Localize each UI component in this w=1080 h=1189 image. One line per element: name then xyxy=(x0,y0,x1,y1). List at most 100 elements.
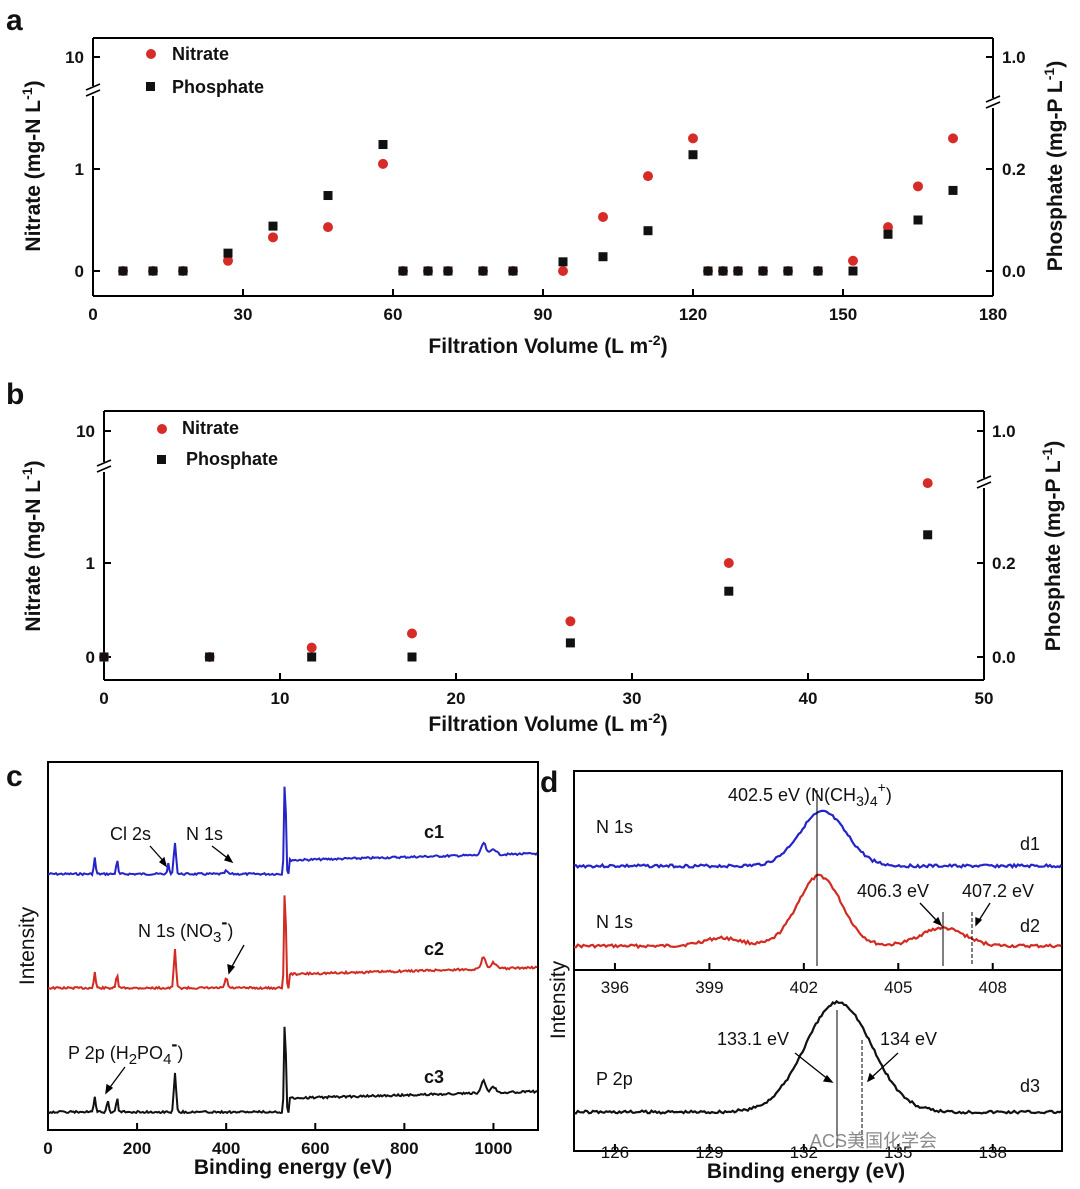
nitrate-point xyxy=(883,222,893,233)
x-tick-label: 0 xyxy=(88,305,97,324)
x-tick-label: 396 xyxy=(601,978,629,997)
legend-phosphate-label: Phosphate xyxy=(186,449,278,469)
x-tick-label: 405 xyxy=(884,978,912,997)
x-tick-label: 90 xyxy=(534,305,553,324)
x-tick-label: 0 xyxy=(99,689,108,708)
panel-c-arrows xyxy=(105,845,245,1095)
panel-a-axis-break-left xyxy=(85,83,101,97)
x-tick-label: 150 xyxy=(829,305,857,324)
phosphate-point xyxy=(913,215,923,225)
spectrum-c1-line xyxy=(47,786,538,877)
phosphate-point xyxy=(148,266,158,276)
panel-d-ylabel: Intensity xyxy=(547,960,570,1039)
phosphate-point xyxy=(478,266,488,276)
spectrum-d1-line xyxy=(573,809,1063,870)
panel-b-points xyxy=(99,478,933,662)
spectrum-d1-title: N 1s xyxy=(596,817,633,837)
spectrum-d3-label: d3 xyxy=(1020,1076,1040,1096)
panel-a-ylabel-right: Phosphate (mg-P L-1) xyxy=(1041,61,1067,271)
x-tick-label: 30 xyxy=(234,305,253,324)
nitrate-point xyxy=(306,642,317,653)
spectrum-d3-line xyxy=(573,999,1062,1115)
nitrate-point xyxy=(922,478,933,489)
panel-b-ytick-left: 0 xyxy=(86,648,95,667)
phosphate-point xyxy=(307,652,317,662)
x-tick-label: 129 xyxy=(695,1143,723,1162)
panel-d-frame xyxy=(573,770,1063,1152)
panel-c: c Intensity Binding energy (eV) 0 200 400 6… xyxy=(6,760,539,1179)
panel-c-frame xyxy=(47,761,539,1131)
annotation-p2p-phosphate: P 2p (H2PO4-) xyxy=(68,1034,183,1068)
nitrate-point xyxy=(268,232,278,243)
nitrate-point xyxy=(643,171,653,182)
phosphate-point xyxy=(733,266,743,276)
annotation-402-5: 402.5 eV (N(CH3)4+) xyxy=(728,779,892,809)
phosphate-point xyxy=(565,638,575,648)
phosphate-point xyxy=(923,530,933,540)
phosphate-point xyxy=(99,652,109,662)
panel-c-letter: c xyxy=(6,760,23,793)
phosphate-point xyxy=(508,266,518,276)
panel-d-xlabel: Binding energy (eV) xyxy=(707,1160,905,1183)
panel-a-ytick-left: 10 xyxy=(65,48,84,67)
panel-a-xlabel: Filtration Volume (L m-2) xyxy=(428,332,667,358)
panel-d: d Intensity Binding energy (eV) 396 399 40… xyxy=(540,766,1063,1183)
x-tick-label: 138 xyxy=(979,1143,1007,1162)
panel-a-ytick-right: 0.0 xyxy=(1002,262,1026,281)
x-tick-label: 400 xyxy=(212,1139,240,1158)
phosphate-point xyxy=(443,266,453,276)
x-tick-label: 50 xyxy=(975,689,994,708)
annotation-cl2s: Cl 2s xyxy=(110,824,151,844)
panel-b-x-ticks: 0 10 20 30 40 50 xyxy=(99,673,993,708)
panel-b-ylabel-left: Nitrate (mg-N L-1) xyxy=(19,460,45,631)
phosphate-point xyxy=(813,266,823,276)
phosphate-point xyxy=(223,248,233,258)
phosphate-point xyxy=(883,229,893,239)
x-tick-label: 180 xyxy=(979,305,1007,324)
x-tick-label: 399 xyxy=(695,978,723,997)
panel-b: b 0 1 10 0.0 0.2 1.0 Nitrate (mg-N L-1) … xyxy=(6,378,1065,736)
spectrum-c2-line xyxy=(47,895,538,991)
spectrum-d2-line xyxy=(573,873,1062,950)
x-tick-label: 40 xyxy=(799,689,818,708)
phosphate-point xyxy=(407,652,417,662)
phosphate-point xyxy=(423,266,433,276)
panel-b-ylabel-right: Phosphate (mg-P L-1) xyxy=(1039,441,1065,651)
phosphate-point xyxy=(848,266,858,276)
x-tick-label: 408 xyxy=(979,978,1007,997)
nitrate-point xyxy=(407,628,417,639)
annotation-n1s: N 1s xyxy=(186,824,223,844)
spectrum-c1-label: c1 xyxy=(424,822,444,842)
legend-phosphate-marker xyxy=(146,82,155,91)
legend-nitrate-marker xyxy=(146,49,156,59)
panel-a-ytick-left: 1 xyxy=(75,160,84,179)
panel-b-letter: b xyxy=(6,378,24,411)
spectrum-c3-line xyxy=(47,1026,538,1115)
spectrum-c3-label: c3 xyxy=(424,1067,444,1087)
x-tick-label: 800 xyxy=(390,1139,418,1158)
x-tick-label: 0 xyxy=(43,1139,52,1158)
panel-a-ytick-right: 1.0 xyxy=(1002,48,1026,67)
phosphate-point xyxy=(205,652,215,662)
phosphate-point xyxy=(598,252,608,262)
x-tick-label: 120 xyxy=(679,305,707,324)
phosphate-point xyxy=(268,221,278,231)
panel-c-ylabel: Intensity xyxy=(16,906,39,985)
nitrate-point xyxy=(688,133,698,144)
phosphate-point xyxy=(703,266,713,276)
spectrum-c2-label: c2 xyxy=(424,939,444,959)
panel-b-ytick-right: 1.0 xyxy=(992,422,1016,441)
panel-b-ytick-right: 0.2 xyxy=(992,554,1016,573)
panel-a-letter: a xyxy=(6,4,23,37)
nitrate-point xyxy=(723,558,734,568)
nitrate-point xyxy=(378,158,388,169)
panel-a-x-ticks: 0 30 60 90 120 150 180 xyxy=(88,289,1007,324)
phosphate-point xyxy=(398,266,408,276)
legend-nitrate-marker xyxy=(157,424,167,434)
nitrate-point xyxy=(848,255,858,266)
nitrate-point xyxy=(913,181,923,192)
panel-d-letter: d xyxy=(540,766,558,799)
panel-c-xlabel: Binding energy (eV) xyxy=(194,1156,392,1179)
phosphate-point xyxy=(718,266,728,276)
